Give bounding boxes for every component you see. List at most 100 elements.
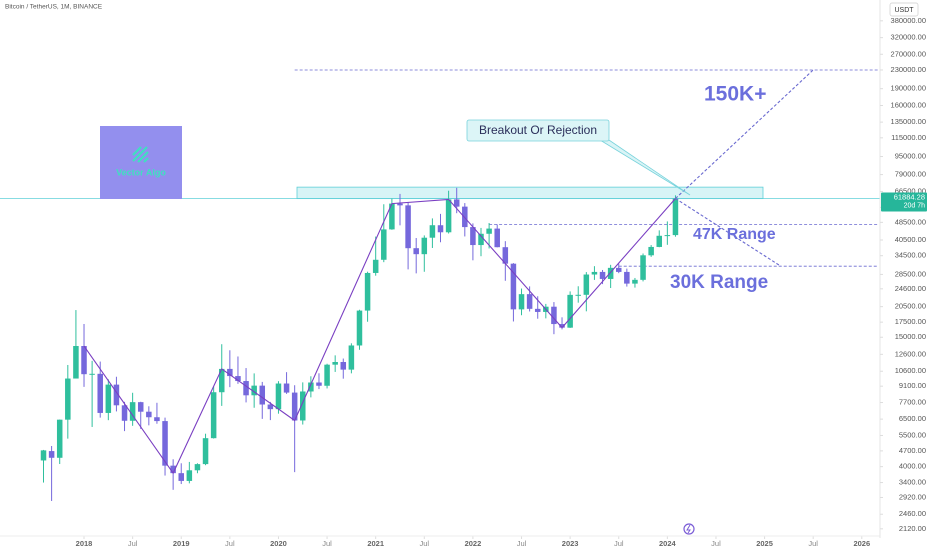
candle-body <box>624 271 630 284</box>
candle-body <box>73 346 79 379</box>
range-label: 47K Range <box>693 226 776 243</box>
candle-body <box>486 228 492 234</box>
callout-text: Breakout Or Rejection <box>479 123 597 137</box>
candle-body <box>291 392 298 421</box>
y-tick-label: 2920.00 <box>899 492 926 501</box>
candle-body <box>332 361 338 365</box>
x-tick-label: Jul <box>808 539 818 548</box>
y-tick-label: 115000.00 <box>891 133 926 142</box>
y-tick-label: 28500.00 <box>895 269 926 278</box>
y-tick-label: 48500.00 <box>895 217 926 226</box>
candle-body <box>81 346 87 375</box>
y-tick-label: 24600.00 <box>895 284 926 293</box>
candle-body <box>178 473 184 481</box>
candle-body <box>607 267 614 279</box>
candle-body <box>397 203 403 206</box>
candle-body <box>672 198 679 236</box>
x-tick-label: 2018 <box>76 539 93 548</box>
x-tick-label: 2019 <box>173 539 190 548</box>
candle-body <box>413 248 419 255</box>
y-tick-label: 95000.00 <box>895 152 926 161</box>
candle-body <box>551 306 557 325</box>
candle-body <box>567 294 573 328</box>
candle-body <box>170 465 176 474</box>
y-tick-label: 12600.00 <box>895 349 926 358</box>
y-tick-label: 15000.00 <box>895 332 926 341</box>
y-tick-label: 40500.00 <box>895 235 926 244</box>
currency-badge[interactable] <box>889 2 919 17</box>
candle-body <box>267 404 274 410</box>
x-tick-label: Jul <box>322 539 332 548</box>
currency: USDT <box>894 7 914 14</box>
x-tick-label: 2024 <box>659 539 677 548</box>
candle-body <box>494 228 500 248</box>
candle-body <box>235 376 241 382</box>
price-axis: USDT 2120.00 2460.00 2920.00 3400.00 4000.00… <box>879 0 932 550</box>
x-tick-label: Jul <box>225 539 235 548</box>
price-badge <box>881 192 927 212</box>
y-tick-label: 4700.00 <box>899 446 926 455</box>
axis-background <box>880 0 932 550</box>
candle-body <box>510 263 517 310</box>
candle-body <box>56 419 63 458</box>
y-tick-label: 5500.00 <box>899 430 926 439</box>
candle-body <box>275 383 282 410</box>
candle-body <box>632 279 638 284</box>
candle-body <box>227 368 233 377</box>
target-label: 150K+ <box>704 83 766 106</box>
candle-body <box>194 464 201 471</box>
x-tick-label: Jul <box>711 539 721 548</box>
candle-body <box>445 199 452 233</box>
x-tick-label: 2020 <box>270 539 287 548</box>
candle-body <box>648 246 654 256</box>
y-tick-label: 2120.00 <box>899 524 926 533</box>
candle-body <box>308 382 314 392</box>
brand-name: Vector Algo <box>116 167 166 177</box>
brand-box <box>100 126 182 199</box>
y-tick-label: 270000.00 <box>891 49 926 58</box>
candle-body <box>218 368 225 393</box>
x-tick-label: 2021 <box>367 539 384 548</box>
candle-body <box>502 247 509 264</box>
candle-body <box>243 381 249 396</box>
y-tick-label: 7700.00 <box>899 398 926 407</box>
candle-body <box>591 271 598 275</box>
candle-body <box>146 411 152 418</box>
candle-body <box>640 255 646 280</box>
annotation-layer: Vector Algo Breakout Or Rejection 150K+ … <box>100 83 776 535</box>
candle-body <box>364 272 371 311</box>
candle-body <box>599 271 606 279</box>
y-tick-label: 66500.00 <box>895 186 926 195</box>
candle-body <box>348 345 355 370</box>
candle-body <box>129 402 136 421</box>
candle-body <box>97 373 103 413</box>
candle-body <box>154 417 160 422</box>
candle-body <box>105 384 112 413</box>
x-tick-label: Jul <box>517 539 527 548</box>
candle-body <box>40 450 47 461</box>
candle-body <box>202 438 209 465</box>
zigzag-line <box>83 198 676 475</box>
candle-body <box>583 274 590 295</box>
y-tick-label: 6500.00 <box>899 414 926 423</box>
candle-body <box>300 391 306 421</box>
candle-body <box>526 294 533 309</box>
event-icon[interactable] <box>683 523 695 535</box>
resistance-zone <box>296 186 764 200</box>
countdown: 20d 7h <box>904 202 926 209</box>
y-tick-label: 190000.00 <box>891 84 926 93</box>
y-tick-label: 2460.00 <box>899 509 926 518</box>
y-tick-label: 160000.00 <box>891 100 926 109</box>
y-tick-label: 230000.00 <box>891 65 926 74</box>
candle-body <box>210 392 217 439</box>
callout-pointer <box>599 137 691 196</box>
x-tick-label: 2023 <box>562 539 579 548</box>
candle-body <box>372 259 379 273</box>
candle-body <box>65 378 71 420</box>
candle-body <box>389 203 395 230</box>
x-tick-label: 2026 <box>853 539 870 548</box>
marks-layer <box>40 69 814 501</box>
candle-body <box>381 229 387 260</box>
